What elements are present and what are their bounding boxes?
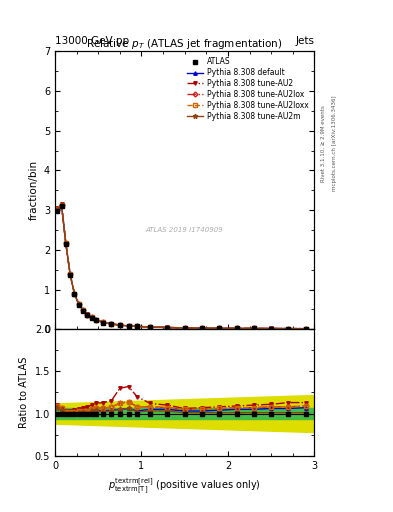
Y-axis label: fraction/bin: fraction/bin [28,160,39,220]
Text: ATLAS 2019 I1740909: ATLAS 2019 I1740909 [146,227,224,233]
Text: 13000 GeV pp: 13000 GeV pp [55,36,129,46]
Text: Rivet 3.1.10, ≥ 2.9M events: Rivet 3.1.10, ≥ 2.9M events [320,105,325,182]
X-axis label: $p_{\mathregular{textrm[T]}}^{\mathregular{textrm[rel]}}$ (positive values only): $p_{\mathregular{textrm[T]}}^{\mathregul… [108,476,261,496]
Text: mcplots.cern.ch [arXiv:1306.3436]: mcplots.cern.ch [arXiv:1306.3436] [332,96,337,191]
Title: Relative $p_{T}$ (ATLAS jet fragmentation): Relative $p_{T}$ (ATLAS jet fragmentatio… [86,37,283,51]
Text: Jets: Jets [296,36,314,46]
Legend: ATLAS, Pythia 8.308 default, Pythia 8.308 tune-AU2, Pythia 8.308 tune-AU2lox, Py: ATLAS, Pythia 8.308 default, Pythia 8.30… [184,55,310,123]
Y-axis label: Ratio to ATLAS: Ratio to ATLAS [19,357,29,428]
